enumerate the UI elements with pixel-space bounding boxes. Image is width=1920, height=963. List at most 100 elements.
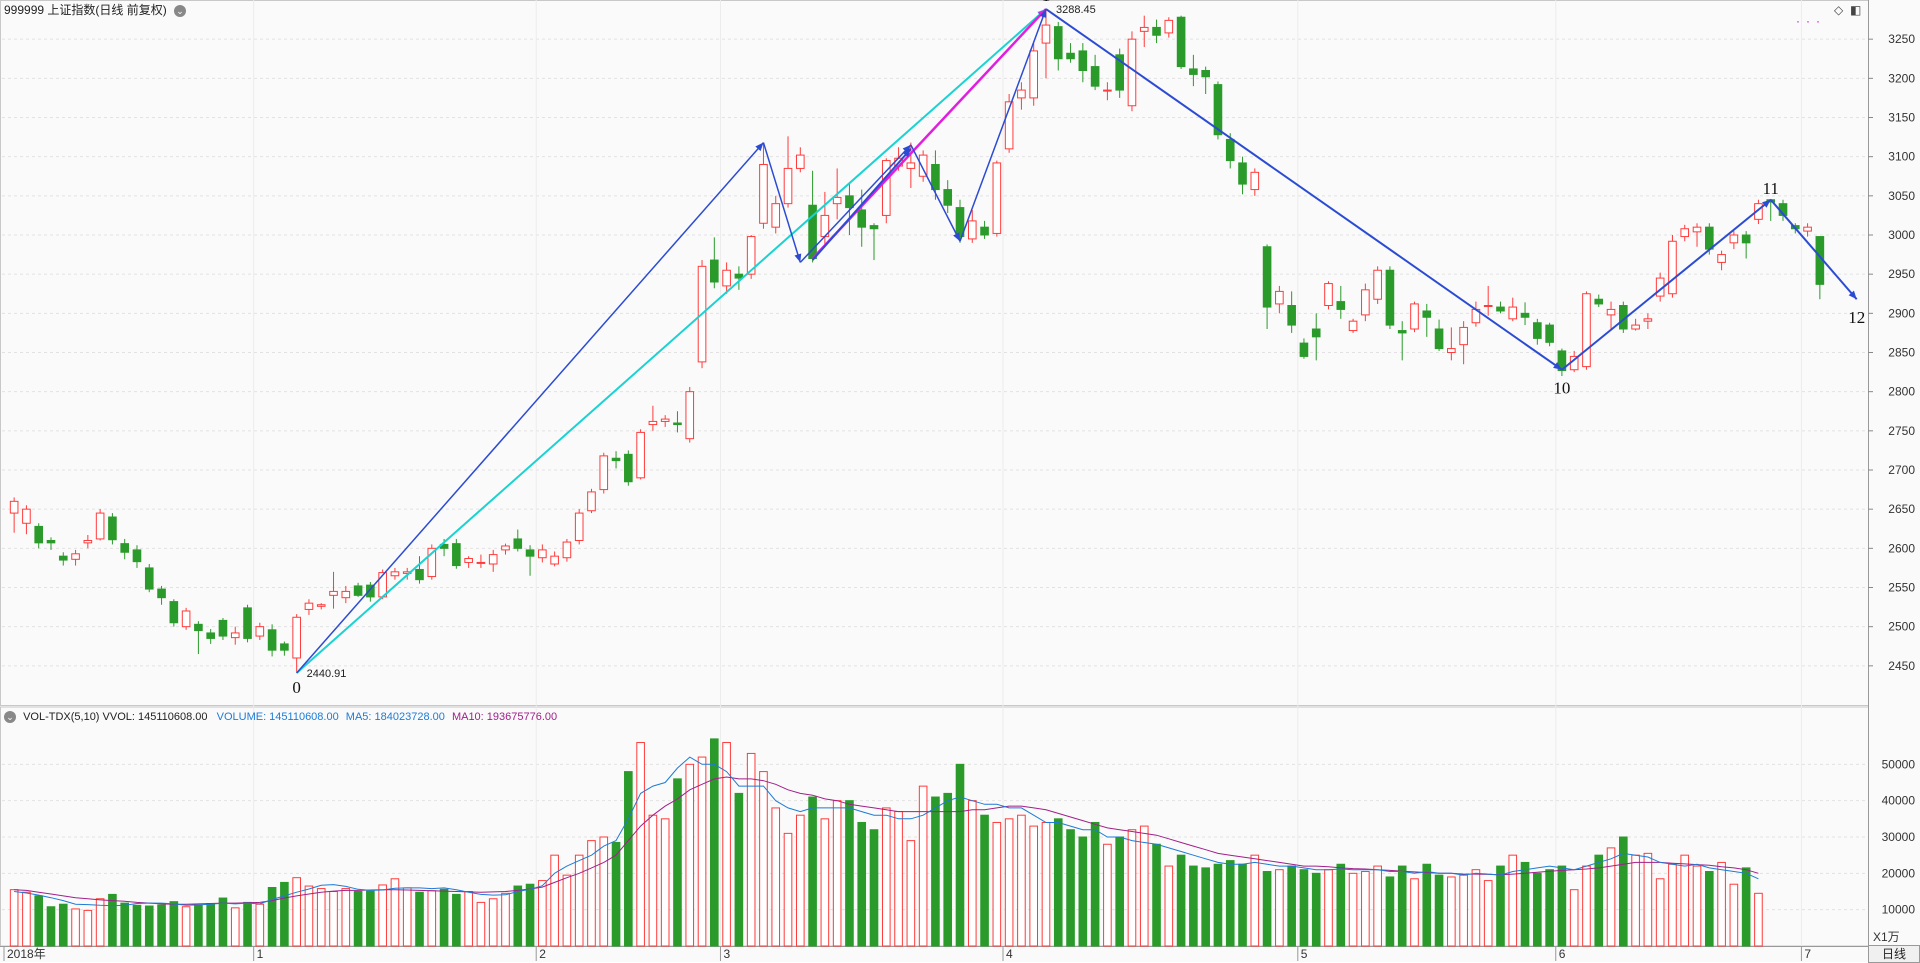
- window-icon[interactable]: ◧: [1850, 3, 1862, 17]
- candle: [9, 497, 19, 533]
- candle: [1594, 294, 1604, 308]
- date-tick-label: 5: [1301, 947, 1308, 961]
- ma5-value: MA5: 184023728.00: [345, 711, 445, 723]
- volume-bar: [710, 738, 719, 947]
- volume-bar: [1201, 867, 1210, 947]
- volume-bar: [1717, 861, 1726, 947]
- period-button[interactable]: 日线: [1868, 945, 1920, 963]
- price-tick-label: 3150: [1888, 111, 1915, 125]
- volume-bar: [1299, 869, 1309, 947]
- volume-bar: [783, 832, 793, 947]
- volume-bar: [1422, 863, 1432, 947]
- candle-body: [267, 629, 277, 651]
- candle: [58, 552, 68, 566]
- volume-panel[interactable]: [9, 738, 1763, 947]
- volume-bar: [771, 807, 781, 947]
- candle-body: [415, 568, 424, 581]
- candle-body: [218, 619, 228, 637]
- volume-bar: [292, 877, 301, 947]
- candle: [1520, 302, 1530, 326]
- volume-bar: [255, 903, 265, 947]
- wave-arrow-head: [902, 144, 911, 154]
- candle-body: [1557, 350, 1567, 372]
- volume-bar: [353, 891, 363, 947]
- chevron-down-icon[interactable]: ⌄: [174, 4, 187, 17]
- volume-bar: [1336, 863, 1346, 947]
- candle: [181, 607, 191, 630]
- candle-body: [636, 431, 645, 479]
- volume-bar: [746, 752, 756, 947]
- volume-bar: [1680, 854, 1690, 947]
- volume-bar: [845, 800, 854, 947]
- candle: [980, 220, 989, 239]
- volume-bar: [931, 796, 940, 947]
- candle: [1680, 224, 1690, 242]
- volume-bar: [427, 890, 437, 947]
- dots-icon[interactable]: ···: [1796, 14, 1826, 28]
- volume-bar: [808, 796, 817, 947]
- candle-body: [316, 604, 326, 607]
- price-tick-label: 2900: [1888, 306, 1915, 320]
- volume-bar: [194, 904, 203, 947]
- volume-bar: [881, 807, 891, 947]
- volume-bar: [1533, 872, 1542, 947]
- candle-body: [783, 167, 793, 205]
- candle-body: [1127, 38, 1137, 107]
- wave-arrow: [811, 148, 912, 261]
- candle-body: [1385, 269, 1395, 326]
- ma10-value: MA10: 193675776.00: [451, 711, 558, 723]
- volume-bar: [1704, 871, 1714, 947]
- candle: [759, 142, 768, 229]
- candle-body: [132, 549, 142, 563]
- candle: [316, 603, 326, 610]
- candle: [132, 545, 142, 568]
- wave-arrow: [959, 8, 1047, 242]
- candle: [292, 614, 301, 673]
- volume-bar: [9, 889, 19, 947]
- candle: [1385, 266, 1395, 329]
- candle: [1017, 82, 1026, 110]
- candle: [243, 604, 252, 643]
- wave-arrow: [1769, 199, 1858, 300]
- volume-bar: [673, 778, 682, 947]
- candle-body: [366, 584, 375, 598]
- candle-body: [255, 626, 265, 637]
- candle-body: [1078, 50, 1088, 72]
- candle: [1447, 327, 1456, 361]
- volume-bar: [1004, 818, 1014, 947]
- candle: [869, 223, 879, 261]
- volume-bar: [857, 821, 867, 947]
- chevron-down-icon[interactable]: ⌄: [4, 711, 16, 724]
- wave-point-label: 11: [1763, 179, 1779, 198]
- axes: 2450250025502600265027002750280028502900…: [3, 32, 1915, 961]
- candle: [1471, 301, 1481, 327]
- volume-bar: [685, 763, 695, 947]
- candle: [881, 158, 891, 224]
- volume-bar: [734, 792, 744, 947]
- candle: [280, 641, 289, 656]
- candle: [267, 624, 277, 657]
- price-panel[interactable]: [9, 9, 1825, 673]
- candle: [1483, 285, 1493, 316]
- candle-body: [1668, 240, 1677, 295]
- wave-arrow-head: [1848, 290, 1857, 300]
- date-tick-label: 4: [1006, 947, 1013, 961]
- candle: [157, 585, 166, 605]
- candle-body: [624, 453, 633, 483]
- candle-body: [525, 549, 535, 557]
- volume-bar: [1385, 876, 1395, 947]
- candle: [1397, 321, 1407, 361]
- candle: [1348, 318, 1358, 333]
- candle-body: [1201, 70, 1210, 78]
- candle: [1090, 54, 1100, 91]
- diamond-icon[interactable]: ◇: [1834, 3, 1844, 17]
- candle-body: [857, 209, 867, 228]
- volume-bar: [574, 854, 584, 947]
- volume-bar: [1213, 863, 1223, 947]
- candle-body: [120, 543, 130, 553]
- candle: [1029, 43, 1039, 106]
- volume-bar: [906, 840, 916, 947]
- price-tick-label: 2450: [1888, 659, 1915, 673]
- candle: [550, 551, 559, 567]
